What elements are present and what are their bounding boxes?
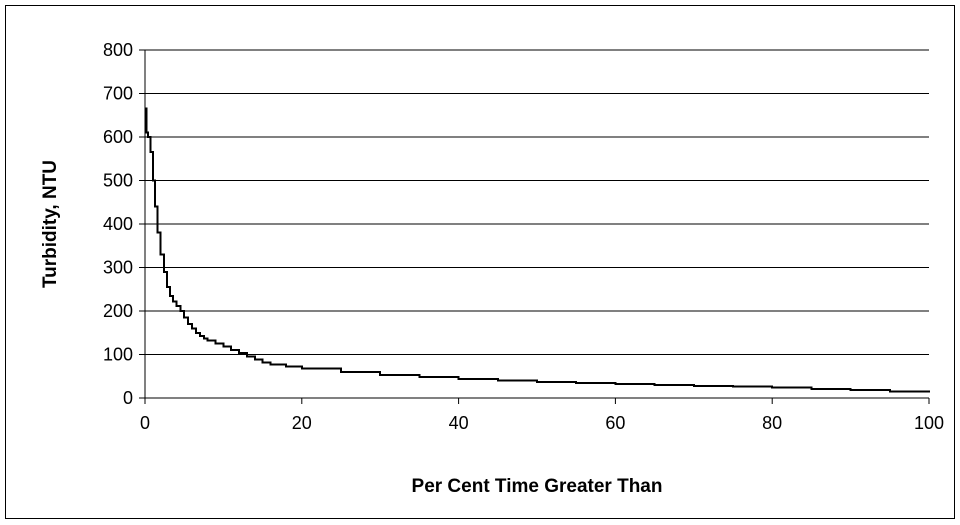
y-tick-label: 0 — [123, 388, 133, 408]
x-tick-label: 80 — [762, 413, 782, 433]
x-tick-label: 100 — [914, 413, 944, 433]
series-layer — [145, 107, 930, 393]
y-tick-label: 200 — [103, 301, 133, 321]
y-tick-label: 100 — [103, 345, 133, 365]
series-line-turbidity — [145, 107, 930, 393]
x-tick-label: 20 — [292, 413, 312, 433]
turbidity-duration-chart: 0 100 200 300 400 500 600 700 800 0 20 40 60 80 100 Pe… — [40, 40, 944, 497]
y-tick-label: 300 — [103, 258, 133, 278]
x-tick-label: 40 — [449, 413, 469, 433]
gridlines — [145, 49, 929, 355]
y-tick-label: 600 — [103, 127, 133, 147]
y-tick-label: 400 — [103, 214, 133, 234]
chart-frame: 0 100 200 300 400 500 600 700 800 0 20 40 60 80 100 Pe… — [5, 5, 955, 519]
y-tick-label: 800 — [103, 40, 133, 60]
axes — [139, 49, 930, 404]
x-axis-title: Per Cent Time Greater Than — [412, 476, 663, 497]
y-axis-title: Turbidity, NTU — [40, 160, 61, 288]
y-tick-label: 500 — [103, 171, 133, 191]
tick-labels: 0 100 200 300 400 500 600 700 800 0 20 40 60 80 100 — [103, 40, 944, 433]
x-tick-label: 60 — [605, 413, 625, 433]
x-tick-label: 0 — [140, 413, 150, 433]
y-tick-label: 700 — [103, 84, 133, 104]
